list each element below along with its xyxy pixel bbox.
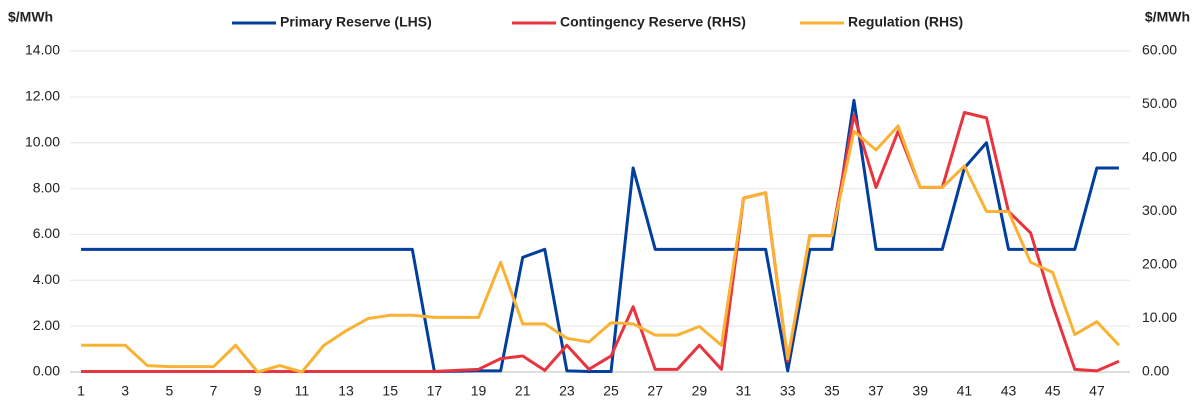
series-line bbox=[81, 124, 1121, 374]
x-tick-label: 13 bbox=[338, 383, 354, 399]
x-tick-label: 21 bbox=[515, 383, 531, 399]
y2-axis-title: $/MWh bbox=[1145, 9, 1190, 25]
y2-tick-label: 10.00 bbox=[1142, 309, 1177, 325]
x-tick-label: 5 bbox=[165, 383, 173, 399]
y2-tick-label: 60.00 bbox=[1142, 42, 1177, 58]
y2-tick-label: 20.00 bbox=[1142, 256, 1177, 272]
x-tick-label: 25 bbox=[603, 383, 619, 399]
legend-label: Regulation (RHS) bbox=[848, 14, 963, 30]
y2-tick-label: 40.00 bbox=[1142, 149, 1177, 165]
y-tick-label: 2.00 bbox=[33, 317, 60, 333]
x-tick-label: 37 bbox=[868, 383, 884, 399]
legend-label: Primary Reserve (LHS) bbox=[280, 14, 432, 30]
y-tick-label: 4.00 bbox=[33, 271, 60, 287]
series-line bbox=[81, 111, 1120, 373]
y-axis-title: $/MWh bbox=[8, 9, 53, 25]
y2-tick-label: 50.00 bbox=[1142, 95, 1177, 111]
y-tick-label: 8.00 bbox=[33, 179, 60, 195]
x-tick-label: 17 bbox=[427, 383, 443, 399]
x-tick-label: 19 bbox=[471, 383, 487, 399]
y-tick-label: 6.00 bbox=[33, 225, 60, 241]
x-tick-label: 9 bbox=[254, 383, 262, 399]
x-tick-label: 7 bbox=[210, 383, 218, 399]
x-tick-label: 45 bbox=[1045, 383, 1061, 399]
x-tick-label: 43 bbox=[1001, 383, 1017, 399]
x-tick-label: 35 bbox=[824, 383, 840, 399]
y2-tick-label: 0.00 bbox=[1142, 363, 1169, 379]
y-tick-label: 10.00 bbox=[25, 133, 60, 149]
x-tick-label: 27 bbox=[647, 383, 663, 399]
x-tick-label: 3 bbox=[121, 383, 129, 399]
x-tick-label: 15 bbox=[382, 383, 398, 399]
x-tick-label: 47 bbox=[1089, 383, 1105, 399]
y2-tick-label: 30.00 bbox=[1142, 202, 1177, 218]
x-tick-label: 39 bbox=[912, 383, 928, 399]
series-line bbox=[81, 98, 1119, 374]
x-tick-label: 33 bbox=[780, 383, 796, 399]
x-tick-label: 23 bbox=[559, 383, 575, 399]
y-tick-label: 0.00 bbox=[33, 363, 60, 379]
y-tick-label: 14.00 bbox=[25, 42, 60, 58]
x-tick-label: 11 bbox=[295, 383, 310, 399]
x-tick-label: 41 bbox=[957, 383, 973, 399]
x-tick-label: 1 bbox=[77, 383, 85, 399]
x-tick-label: 29 bbox=[692, 383, 708, 399]
x-tick-label: 31 bbox=[736, 383, 752, 399]
legend-label: Contingency Reserve (RHS) bbox=[560, 14, 746, 30]
y-tick-label: 12.00 bbox=[25, 88, 60, 104]
